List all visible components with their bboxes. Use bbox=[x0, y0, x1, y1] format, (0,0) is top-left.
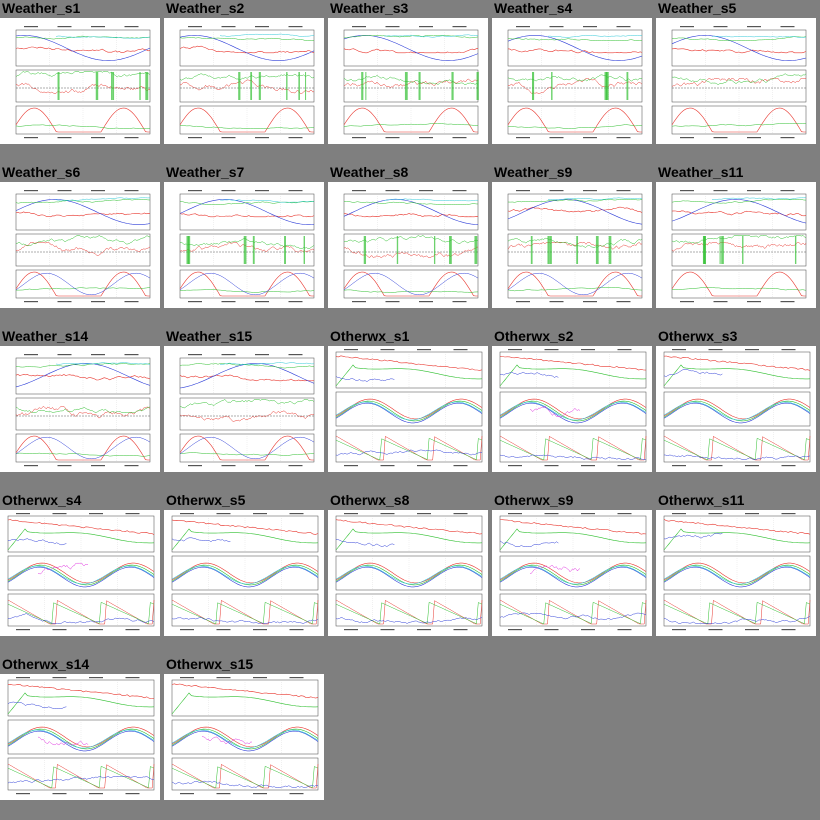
thumbnail-tile[interactable]: Weather_s1 bbox=[0, 0, 164, 164]
thumbnail-tile[interactable]: Weather_s15 bbox=[164, 328, 328, 492]
thumbnail-title[interactable]: Weather_s9 bbox=[494, 164, 573, 180]
weather-plot-preview bbox=[7, 677, 155, 795]
weather-plot-preview bbox=[335, 513, 483, 631]
weather-plot-preview bbox=[171, 513, 319, 631]
thumbnail-title[interactable]: Otherwx_s4 bbox=[2, 492, 82, 508]
thumbnail-tile[interactable]: Weather_s11 bbox=[656, 164, 820, 328]
thumbnail-image[interactable] bbox=[164, 510, 324, 636]
thumbnail-tile[interactable]: Otherwx_s5 bbox=[164, 492, 328, 656]
thumbnail-title[interactable]: Otherwx_s14 bbox=[2, 656, 90, 672]
thumbnail-image[interactable] bbox=[164, 346, 324, 472]
thumbnail-title[interactable]: Weather_s6 bbox=[2, 164, 81, 180]
thumbnail-title[interactable]: Otherwx_s8 bbox=[330, 492, 410, 508]
thumbnail-title[interactable]: Weather_s15 bbox=[166, 328, 253, 344]
weather-plot-preview bbox=[507, 26, 643, 139]
thumbnail-tile[interactable]: Otherwx_s11 bbox=[656, 492, 820, 656]
thumbnail-tile[interactable]: Weather_s9 bbox=[492, 164, 656, 328]
thumbnail-image[interactable] bbox=[328, 346, 488, 472]
thumbnail-image[interactable] bbox=[492, 346, 652, 472]
thumbnail-image[interactable] bbox=[656, 182, 816, 308]
weather-plot-preview bbox=[179, 354, 315, 467]
weather-plot-preview bbox=[179, 190, 315, 303]
thumbnail-image[interactable] bbox=[492, 182, 652, 308]
thumbnail-tile[interactable]: Otherwx_s15 bbox=[164, 656, 328, 820]
weather-plot-preview bbox=[663, 513, 811, 631]
thumbnail-tile[interactable]: Weather_s3 bbox=[328, 0, 492, 164]
weather-plot-preview bbox=[15, 354, 151, 467]
thumbnail-title[interactable]: Otherwx_s3 bbox=[658, 328, 738, 344]
thumbnail-image[interactable] bbox=[328, 182, 488, 308]
thumbnail-image[interactable] bbox=[0, 18, 160, 144]
weather-plot-preview bbox=[15, 26, 151, 139]
thumbnail-tile[interactable]: Otherwx_s4 bbox=[0, 492, 164, 656]
weather-plot-preview bbox=[671, 26, 807, 139]
thumbnail-title[interactable]: Weather_s5 bbox=[658, 0, 737, 16]
weather-plot-preview bbox=[343, 190, 479, 303]
thumbnail-tile[interactable]: Weather_s7 bbox=[164, 164, 328, 328]
weather-plot-preview bbox=[343, 26, 479, 139]
thumbnail-title[interactable]: Weather_s11 bbox=[658, 164, 744, 180]
thumbnail-tile[interactable]: Weather_s14 bbox=[0, 328, 164, 492]
thumbnail-title[interactable]: Otherwx_s1 bbox=[330, 328, 410, 344]
thumbnail-title[interactable]: Weather_s1 bbox=[2, 0, 81, 16]
weather-plot-preview bbox=[671, 190, 807, 303]
thumbnail-tile[interactable]: Otherwx_s3 bbox=[656, 328, 820, 492]
thumbnail-tile[interactable]: Otherwx_s1 bbox=[328, 328, 492, 492]
thumbnail-image[interactable] bbox=[0, 510, 160, 636]
thumbnail-title[interactable]: Weather_s14 bbox=[2, 328, 89, 344]
thumbnail-image[interactable] bbox=[164, 18, 324, 144]
thumbnail-tile[interactable]: Otherwx_s2 bbox=[492, 328, 656, 492]
thumbnail-tile[interactable]: Weather_s2 bbox=[164, 0, 328, 164]
thumbnail-title[interactable]: Weather_s3 bbox=[330, 0, 409, 16]
thumbnail-title[interactable]: Otherwx_s5 bbox=[166, 492, 246, 508]
thumbnail-tile[interactable]: Otherwx_s14 bbox=[0, 656, 164, 820]
weather-plot-preview bbox=[663, 349, 811, 467]
weather-plot-preview bbox=[171, 677, 319, 795]
thumbnail-title[interactable]: Otherwx_s11 bbox=[658, 492, 745, 508]
thumbnail-title[interactable]: Weather_s8 bbox=[330, 164, 409, 180]
thumbnail-image[interactable] bbox=[0, 346, 160, 472]
thumbnail-title[interactable]: Weather_s7 bbox=[166, 164, 245, 180]
thumbnail-title[interactable]: Otherwx_s2 bbox=[494, 328, 574, 344]
thumbnail-title[interactable]: Otherwx_s9 bbox=[494, 492, 574, 508]
weather-plot-preview bbox=[7, 513, 155, 631]
thumbnail-tile[interactable]: Otherwx_s8 bbox=[328, 492, 492, 656]
thumbnail-image[interactable] bbox=[328, 18, 488, 144]
thumbnail-title[interactable]: Otherwx_s15 bbox=[166, 656, 254, 672]
thumbnail-tile[interactable]: Weather_s8 bbox=[328, 164, 492, 328]
thumbnail-tile[interactable]: Weather_s4 bbox=[492, 0, 656, 164]
weather-plot-preview bbox=[179, 26, 315, 139]
thumbnail-image[interactable] bbox=[0, 182, 160, 308]
weather-plot-preview bbox=[335, 349, 483, 467]
weather-plot-preview bbox=[499, 513, 647, 631]
thumbnail-image[interactable] bbox=[0, 674, 160, 800]
weather-plot-preview bbox=[499, 349, 647, 467]
thumbnail-image[interactable] bbox=[656, 18, 816, 144]
weather-plot-preview bbox=[507, 190, 643, 303]
thumbnail-image[interactable] bbox=[656, 346, 816, 472]
thumbnail-tile[interactable]: Weather_s5 bbox=[656, 0, 820, 164]
thumbnail-image[interactable] bbox=[328, 510, 488, 636]
thumbnail-image[interactable] bbox=[492, 510, 652, 636]
thumbnail-tile[interactable]: Weather_s6 bbox=[0, 164, 164, 328]
thumbnail-image[interactable] bbox=[656, 510, 816, 636]
thumbnail-title[interactable]: Weather_s4 bbox=[494, 0, 573, 16]
thumbnail-title[interactable]: Weather_s2 bbox=[166, 0, 245, 16]
weather-plot-preview bbox=[15, 190, 151, 303]
thumbnail-image[interactable] bbox=[492, 18, 652, 144]
thumbnail-tile[interactable]: Otherwx_s9 bbox=[492, 492, 656, 656]
thumbnail-image[interactable] bbox=[164, 182, 324, 308]
thumbnail-image[interactable] bbox=[164, 674, 324, 800]
